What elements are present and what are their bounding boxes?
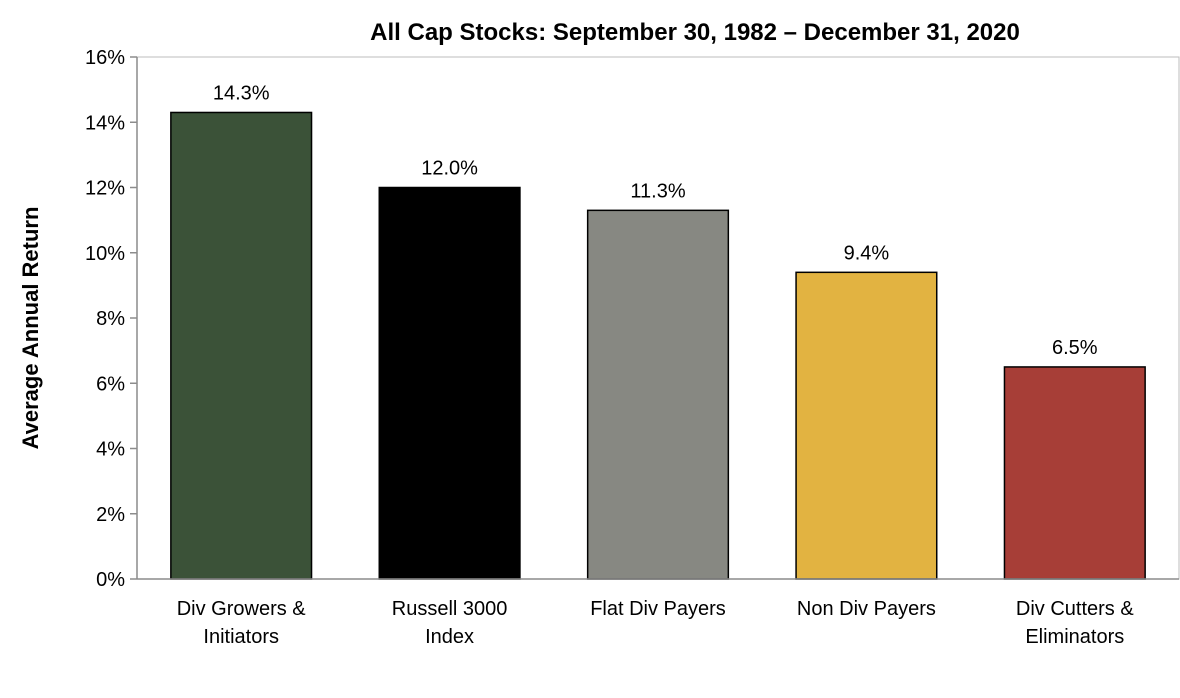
y-axis-label: Average Annual Return xyxy=(18,207,43,450)
x-category-label: Flat Div Payers xyxy=(590,598,726,620)
y-tick-label: 12% xyxy=(85,178,125,200)
x-category-label: Div Growers & xyxy=(177,598,307,620)
y-tick-label: 16% xyxy=(85,47,125,69)
bar xyxy=(170,111,313,580)
chart-title: All Cap Stocks: September 30, 1982 – Dec… xyxy=(370,19,1020,46)
x-category-label: Initiators xyxy=(203,626,279,648)
y-tick-label: 4% xyxy=(96,439,125,461)
x-category-label: Non Div Payers xyxy=(797,598,936,620)
y-tick-label: 0% xyxy=(96,569,125,591)
y-tick-label: 10% xyxy=(85,243,125,265)
y-tick-label: 8% xyxy=(96,308,125,330)
bar xyxy=(1003,366,1146,580)
x-category-label: Russell 3000 xyxy=(392,598,508,620)
bar xyxy=(378,186,521,580)
bar xyxy=(586,209,730,580)
x-category-label: Div Cutters & xyxy=(1016,598,1134,620)
bar-data-label: 6.5% xyxy=(1052,337,1098,359)
bar-data-label: 11.3% xyxy=(630,180,685,202)
y-tick-label: 6% xyxy=(96,373,125,395)
bar-data-label: 12.0% xyxy=(421,158,478,180)
y-ticks-group: 0% 2% 4% 6% 8% 10% 12% 14% 16% xyxy=(85,47,137,591)
x-categories-group: Div Growers & Initiators Russell 3000 Index… xyxy=(177,598,1135,648)
bar xyxy=(795,271,938,580)
bar-data-label: 9.4% xyxy=(844,242,890,264)
x-category-label: Eliminators xyxy=(1025,626,1124,648)
data-labels-group: 14.3% 12.0% 11.3% 9.4% 6.5% xyxy=(213,82,1098,358)
x-category-label: Index xyxy=(425,626,474,648)
y-tick-label: 14% xyxy=(85,112,125,134)
y-tick-label: 2% xyxy=(96,504,125,526)
bar-data-label: 14.3% xyxy=(213,82,270,104)
